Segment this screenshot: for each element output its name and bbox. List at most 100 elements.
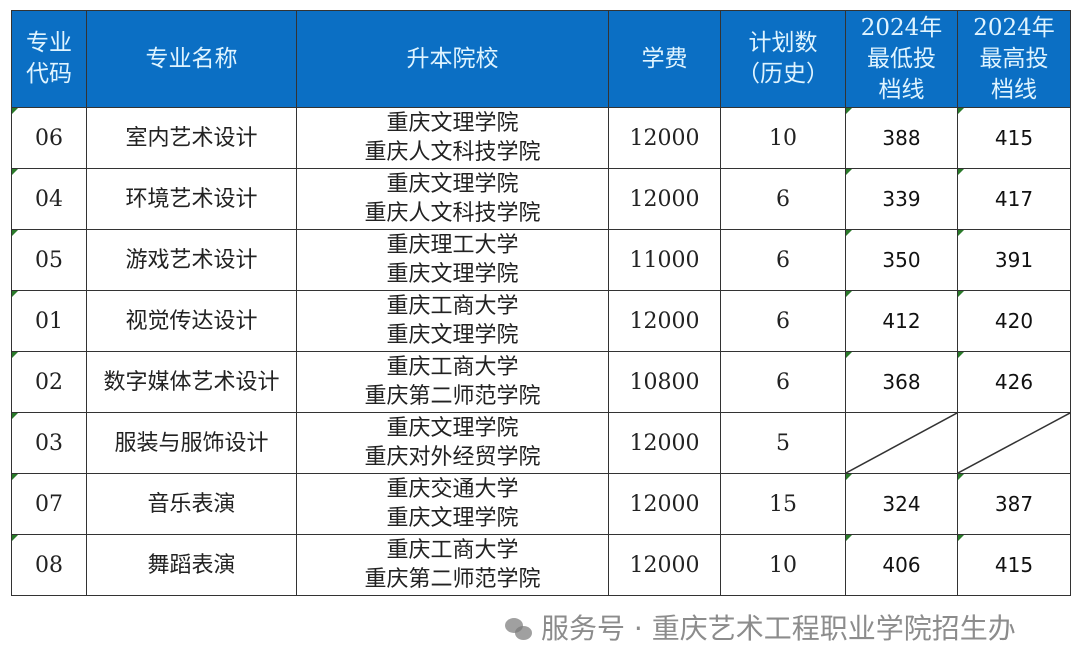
cell-code: 07 xyxy=(11,473,87,535)
cell-marker xyxy=(958,169,964,175)
cell-marker xyxy=(12,352,18,358)
cell-fee: 12000 xyxy=(608,168,721,230)
header-name: 专业名称 xyxy=(86,10,297,108)
school-name: 重庆文理学院 xyxy=(386,172,519,197)
table-row: 07 音乐表演 重庆交通大学 重庆文理学院 12000 15 324 387 xyxy=(11,473,1071,535)
cell-plan: 5 xyxy=(720,412,846,474)
watermark-text: 服务号 · 重庆艺术工程职业学院招生办 xyxy=(541,612,1016,645)
header-line: 学费 xyxy=(641,45,688,72)
cell-code: 04 xyxy=(11,168,87,230)
cell-name: 舞蹈表演 xyxy=(86,534,297,596)
school-name: 重庆理工大学 xyxy=(386,233,519,258)
cell-name: 音乐表演 xyxy=(86,473,297,535)
cell-code: 02 xyxy=(11,351,87,413)
header-code: 专业代码 xyxy=(11,10,87,108)
cell-fee: 12000 xyxy=(608,107,721,169)
cell-plan: 10 xyxy=(720,534,846,596)
cell-marker xyxy=(12,230,18,236)
cell-name: 室内艺术设计 xyxy=(86,107,297,169)
cell-marker xyxy=(12,535,18,541)
cell-plan: 6 xyxy=(720,168,846,230)
cell-schools: 重庆文理学院 重庆对外经贸学院 xyxy=(296,412,609,474)
cell-code: 05 xyxy=(11,229,87,291)
school-name: 重庆第二师范学院 xyxy=(364,567,541,592)
header-line: 专业名称 xyxy=(145,45,238,72)
school-name: 重庆对外经贸学院 xyxy=(364,445,541,470)
header-line: 最高投 xyxy=(979,45,1049,72)
cell-marker xyxy=(846,352,852,358)
cell-fee: 12000 xyxy=(608,412,721,474)
cell-marker xyxy=(12,413,18,419)
school-name: 重庆文理学院 xyxy=(386,506,519,531)
cell-marker xyxy=(846,474,852,480)
table-row: 06 室内艺术设计 重庆文理学院 重庆人文科技学院 12000 10 388 415 xyxy=(11,107,1071,169)
cell-code: 08 xyxy=(11,534,87,596)
header-plan: 计划数（历史） xyxy=(720,10,846,108)
header-line: 档线 xyxy=(991,76,1037,103)
cell-plan: 6 xyxy=(720,290,846,352)
school-name: 重庆工商大学 xyxy=(386,538,519,563)
cell-plan: 6 xyxy=(720,351,846,413)
header-school: 升本院校 xyxy=(296,10,609,108)
cell-max-score: 415 xyxy=(957,534,1071,596)
cell-fee: 10800 xyxy=(608,351,721,413)
cell-max-score: 420 xyxy=(957,290,1071,352)
cell-name: 视觉传达设计 xyxy=(86,290,297,352)
cell-fee: 12000 xyxy=(608,290,721,352)
cell-marker xyxy=(12,474,18,480)
cell-marker xyxy=(846,169,852,175)
cell-marker xyxy=(958,474,964,480)
header-min-score: 2024年 最低投 档线 xyxy=(845,10,958,108)
table-row: 02 数字媒体艺术设计 重庆工商大学 重庆第二师范学院 10800 6 368 426 xyxy=(11,351,1071,413)
cell-fee: 12000 xyxy=(608,534,721,596)
cell-min-score-empty xyxy=(845,412,958,474)
cell-marker xyxy=(12,169,18,175)
header-row: 专业代码 专业名称 升本院校 学费 计划数（历史） 2024年 最低投 档线 2024年 最高投档… xyxy=(11,10,1071,108)
cell-min-score: 350 xyxy=(845,229,958,291)
cell-schools: 重庆文理学院 重庆人文科技学院 xyxy=(296,107,609,169)
cell-schools: 重庆文理学院 重庆人文科技学院 xyxy=(296,168,609,230)
table-row: 04 环境艺术设计 重庆文理学院 重庆人文科技学院 12000 6 339 417 xyxy=(11,168,1071,230)
cell-min-score: 339 xyxy=(845,168,958,230)
cell-marker xyxy=(958,352,964,358)
cell-name: 游戏艺术设计 xyxy=(86,229,297,291)
cell-plan: 15 xyxy=(720,473,846,535)
wechat-icon xyxy=(505,616,533,642)
cell-max-score: 415 xyxy=(957,107,1071,169)
cell-min-score: 412 xyxy=(845,290,958,352)
header-fee: 学费 xyxy=(608,10,721,108)
school-name: 重庆第二师范学院 xyxy=(364,384,541,409)
watermark: 服务号 · 重庆艺术工程职业学院招生办 xyxy=(505,612,1016,646)
cell-marker xyxy=(958,108,964,114)
school-name: 重庆文理学院 xyxy=(386,416,519,441)
cell-max-score: 391 xyxy=(957,229,1071,291)
cell-schools: 重庆理工大学 重庆文理学院 xyxy=(296,229,609,291)
school-name: 重庆文理学院 xyxy=(386,323,519,348)
school-name: 重庆人文科技学院 xyxy=(364,201,541,226)
cell-marker xyxy=(958,535,964,541)
cell-schools: 重庆交通大学 重庆文理学院 xyxy=(296,473,609,535)
cell-marker xyxy=(846,535,852,541)
cell-schools: 重庆工商大学 重庆文理学院 xyxy=(296,290,609,352)
table-row: 08 舞蹈表演 重庆工商大学 重庆第二师范学院 12000 10 406 415 xyxy=(11,534,1071,596)
school-name: 重庆文理学院 xyxy=(386,111,519,136)
cell-marker xyxy=(846,230,852,236)
cell-marker xyxy=(12,108,18,114)
cell-min-score: 368 xyxy=(845,351,958,413)
table-row: 05 游戏艺术设计 重庆理工大学 重庆文理学院 11000 6 350 391 xyxy=(11,229,1071,291)
header-text: 专业代码 xyxy=(25,30,72,87)
header-line: 升本院校 xyxy=(406,45,499,72)
diagonal-slash xyxy=(846,413,957,473)
cell-max-score: 417 xyxy=(957,168,1071,230)
cell-max-score: 426 xyxy=(957,351,1071,413)
admission-table: 专业代码 专业名称 升本院校 学费 计划数（历史） 2024年 最低投 档线 2024年 最高投档… xyxy=(11,10,1071,596)
table-row: 03 服装与服饰设计 重庆文理学院 重庆对外经贸学院 12000 5 xyxy=(11,412,1071,474)
cell-name: 数字媒体艺术设计 xyxy=(86,351,297,413)
school-name: 重庆交通大学 xyxy=(386,477,519,502)
header-line: 最低投 xyxy=(867,45,936,72)
header-max-score: 2024年 最高投 档线 xyxy=(957,10,1071,108)
cell-marker xyxy=(12,291,18,297)
table-row: 01 视觉传达设计 重庆工商大学 重庆文理学院 12000 6 412 420 xyxy=(11,290,1071,352)
cell-marker xyxy=(958,230,964,236)
header-line: 2024年 xyxy=(860,14,943,41)
